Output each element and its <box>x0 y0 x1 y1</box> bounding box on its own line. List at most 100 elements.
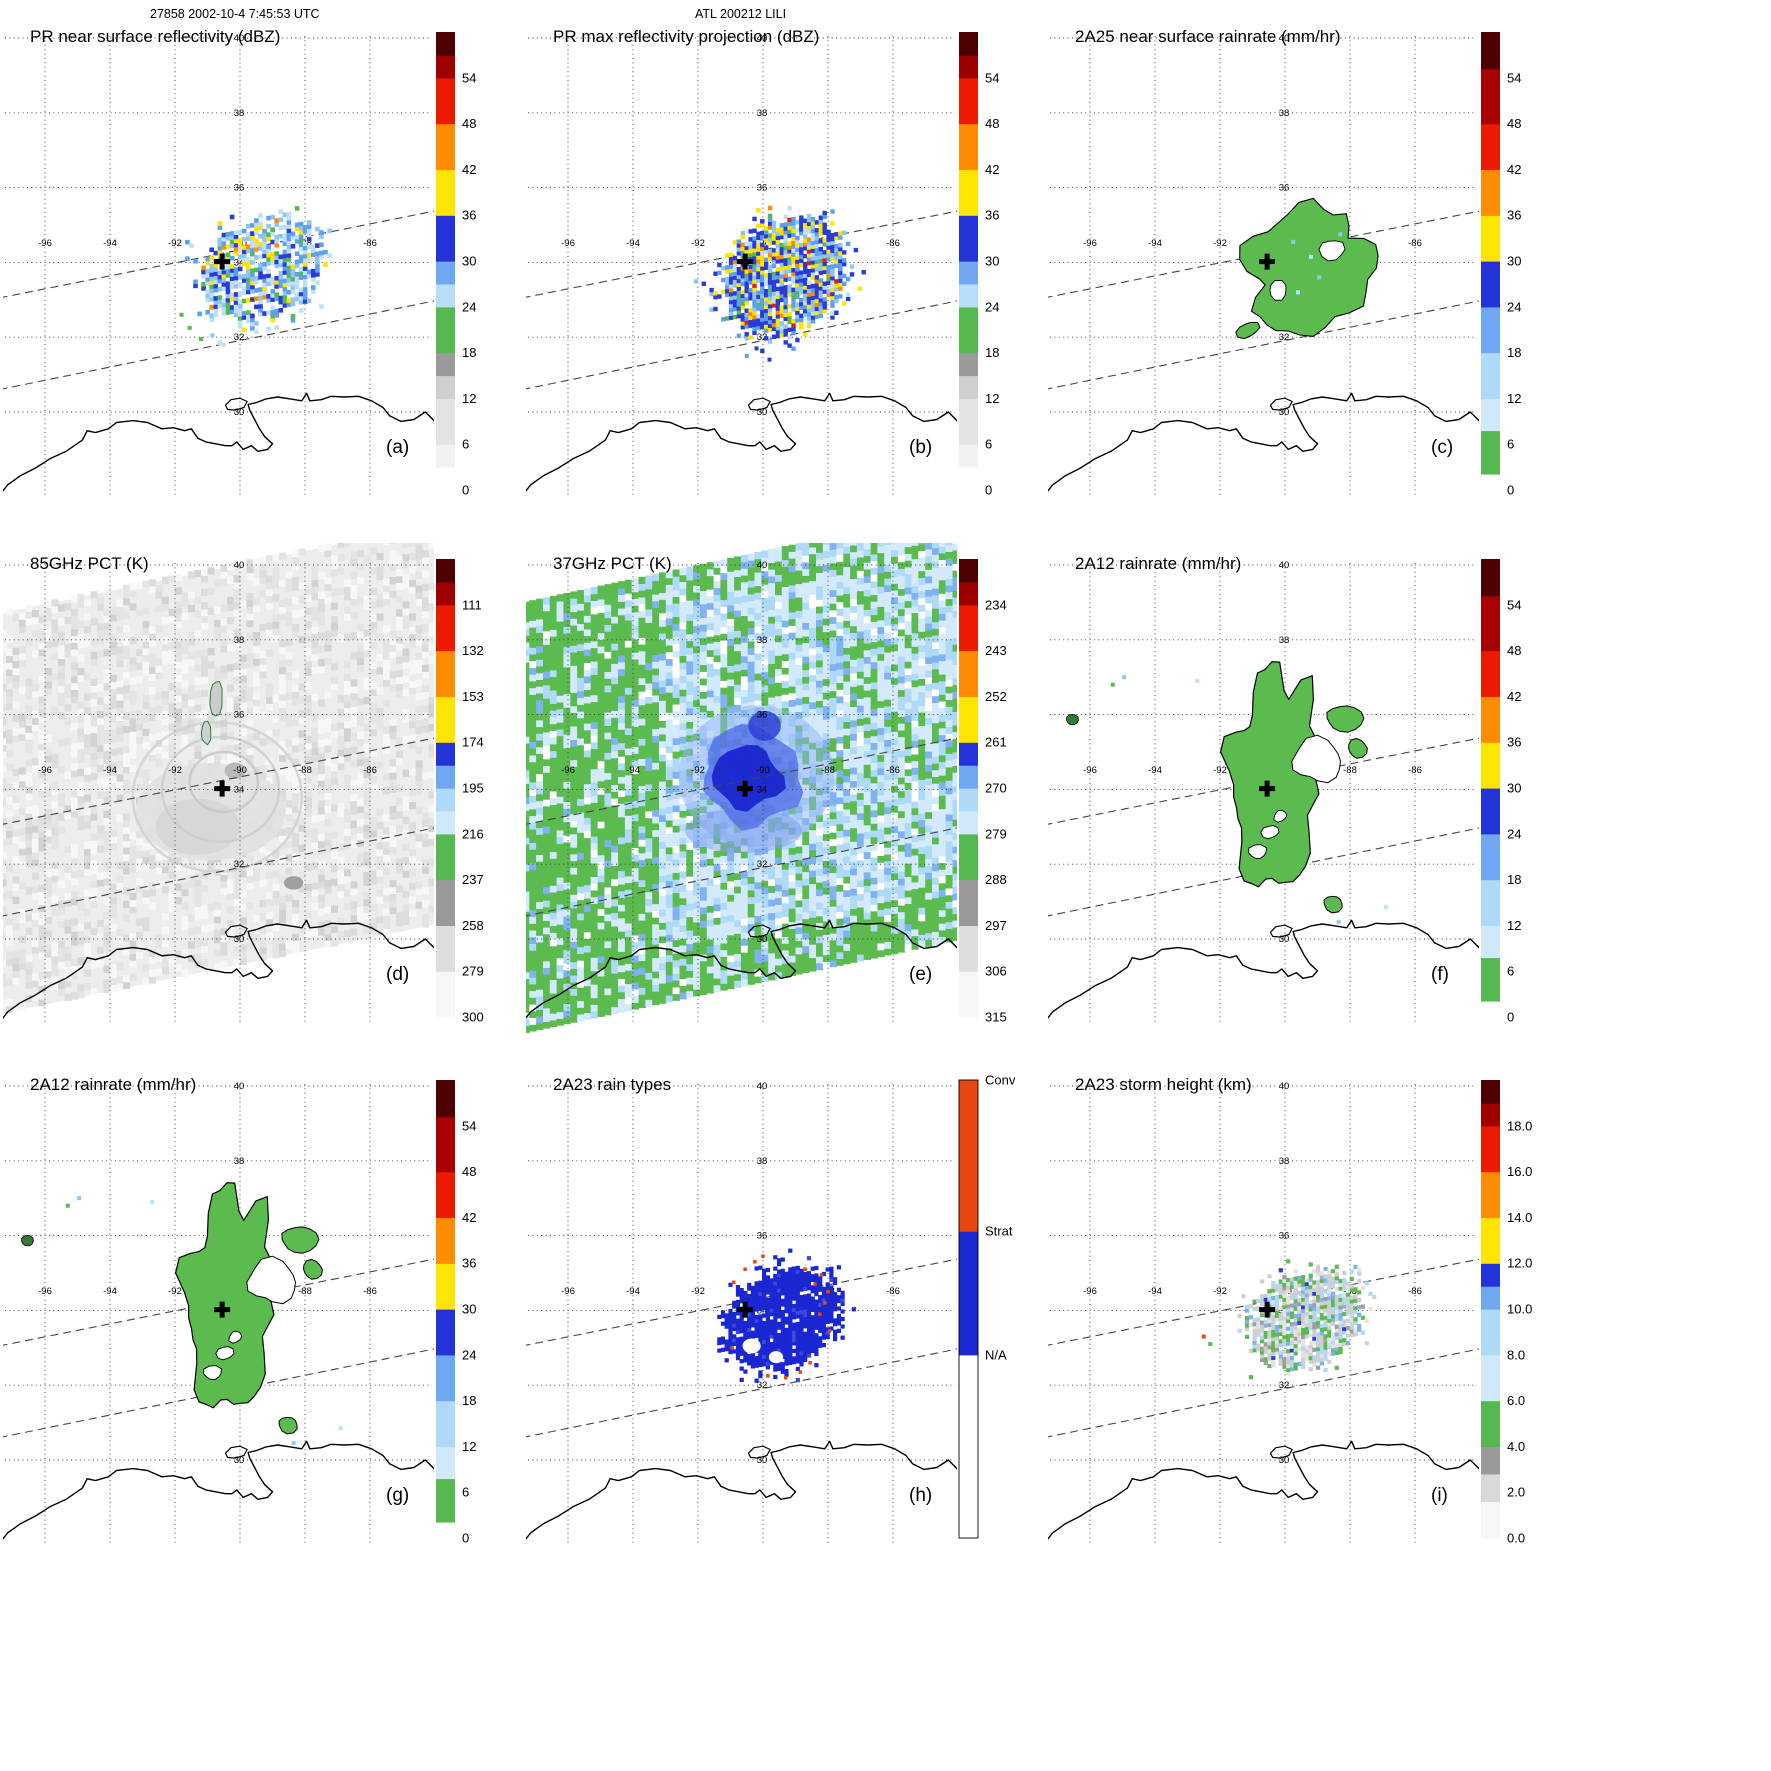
colorbar-tick-label: 6 <box>462 437 469 452</box>
map-canvas-c: -96-94-92-90-88-863032343638405448423630… <box>1048 32 1521 498</box>
storm-center-marker <box>214 780 231 797</box>
panel-e: -96 -94 -92 -90 -88 -86 30 32 34 36 38 40 234 243 252 2… <box>523 527 1046 1054</box>
lon-grid-label: -94 <box>626 1286 640 1297</box>
panel-title: PR near surface reflectivity (dBZ) <box>30 27 281 46</box>
colorbar-tick-label: 6.0 <box>1507 1393 1525 1408</box>
map-canvas-e: -96 -94 -92 -90 -88 -863032343638402342432522… <box>526 543 1007 1033</box>
lat-grid-label: 40 <box>234 33 245 44</box>
panel-i: -96-94-92-90-88-8630323436384018.016.014… <box>1045 1048 1568 1575</box>
storm-center-marker <box>737 780 754 797</box>
colorbar-tick-label: 195 <box>462 781 484 796</box>
colorbar-tick-label: 12 <box>985 391 999 406</box>
colorbar-tick-label: 48 <box>462 116 476 131</box>
lat-grid-label: 38 <box>234 635 245 646</box>
lat-grid-label: 40 <box>234 560 245 571</box>
colorbar-tick-label: 12.0 <box>1507 1256 1532 1271</box>
map-canvas-i: -96-94-92-90-88-8630323436384018.016.014… <box>1048 1080 1532 1546</box>
panel-letter: (i) <box>1431 1485 1448 1506</box>
lon-grid-label: -86 <box>363 765 377 776</box>
colorbar-tick-label: 2.0 <box>1507 1485 1525 1500</box>
colorbar-tick-label: 42 <box>462 162 476 177</box>
panel-title: PR max reflectivity projection (dBZ) <box>553 27 820 46</box>
storm-center-marker <box>214 1301 231 1318</box>
coastline <box>526 1440 957 1540</box>
colorbar-tick-label: 12 <box>462 391 476 406</box>
lon-grid-label: -94 <box>103 1286 117 1297</box>
colorbar-tick-label: 258 <box>462 918 484 933</box>
lat-grid-label: 32 <box>234 332 245 343</box>
storm-center-marker <box>1259 780 1276 797</box>
colorbar-tick-label: 0 <box>1507 1010 1514 1025</box>
map-canvas-h: -96-94-92-90-88-86303234363840ConvStratN… <box>526 1073 1016 1545</box>
lon-grid-label: -92 <box>691 1286 705 1297</box>
colorbar-tick-label: 6 <box>462 1485 469 1500</box>
colorbar-tick-label: 42 <box>462 1210 476 1225</box>
lat-grid-label: 30 <box>234 934 245 945</box>
lat-grid-label: 32 <box>757 332 768 343</box>
coastline <box>526 392 957 492</box>
colorbar-tick-label: 48 <box>1507 643 1521 658</box>
colorbar-tick-label: 174 <box>462 735 484 750</box>
colorbar-tick-label: 243 <box>985 643 1007 658</box>
colorbar-tick-label: 0 <box>1507 483 1514 498</box>
colorbar-tick-label: 14.0 <box>1507 1210 1532 1225</box>
panel-letter: (d) <box>386 964 410 985</box>
colorbar-tick-label: 36 <box>1507 208 1521 223</box>
lat-grid-label: 32 <box>1279 1380 1290 1391</box>
colorbar-tick-label: 24 <box>985 299 999 314</box>
colorbar-tick-label: 12 <box>462 1439 476 1454</box>
panel-d: -96 -94 -92 -90 -88 -86 30 32 34 36 38 40 111 132 153 1… <box>0 527 523 1054</box>
map-canvas-g: -96-94-92-90-88-863032343638405448423630… <box>3 1080 476 1546</box>
lon-grid-label: -96 <box>38 238 52 249</box>
colorbar-tick-label: 6 <box>1507 437 1514 452</box>
lat-grid-label: 36 <box>234 183 245 194</box>
lon-grid-label: -92 <box>1213 238 1227 249</box>
lon-grid-label: -96 <box>561 238 575 249</box>
colorbar-tick-label: N/A <box>985 1347 1007 1362</box>
orbit-timestamp: 27858 2002-10-4 7:45:53 UTC <box>150 7 320 21</box>
lon-grid-label: -86 <box>1408 765 1422 776</box>
colorbar-tick-label: 300 <box>462 1010 484 1025</box>
lat-grid-label: 38 <box>1279 108 1290 119</box>
coastline <box>3 392 434 492</box>
lat-grid-label: 38 <box>1279 635 1290 646</box>
data-field <box>1235 197 1379 340</box>
data-field <box>3 543 434 1014</box>
lon-grid-label: -86 <box>1408 238 1422 249</box>
colorbar: 234 243 252 261 270 279 288 297 306 315 <box>959 559 1007 1025</box>
colorbar-tick-label: 306 <box>985 964 1007 979</box>
lon-grid-label: -94 <box>1148 238 1162 249</box>
lat-grid-label: 34 <box>757 784 768 795</box>
colorbar-tick-label: 18.0 <box>1507 1118 1532 1133</box>
lat-grid-label: 32 <box>757 1380 768 1391</box>
lat-grid-label: 30 <box>757 407 768 418</box>
colorbar-tick-label: 4.0 <box>1507 1439 1525 1454</box>
colorbar-tick-label: 216 <box>462 826 484 841</box>
lon-grid-label: -90 <box>756 765 770 776</box>
data-field <box>21 1182 343 1446</box>
lon-grid-label: -92 <box>168 1286 182 1297</box>
lat-grid-label: 38 <box>234 1156 245 1167</box>
panel-title: 2A23 rain types <box>553 1075 672 1094</box>
lat-grid-label: 40 <box>1279 560 1290 571</box>
colorbar: Conv Strat N/A <box>958 1073 1016 1539</box>
colorbar-tick-label: 30 <box>462 254 476 269</box>
data-field <box>1201 1259 1377 1380</box>
lon-grid-label: -96 <box>38 1286 52 1297</box>
lat-grid-label: 36 <box>757 710 768 721</box>
colorbar-tick-label: 16.0 <box>1507 1164 1532 1179</box>
lat-grid-label: 30 <box>1279 934 1290 945</box>
colorbar-tick-label: 261 <box>985 735 1007 750</box>
panel-title: 85GHz PCT (K) <box>30 554 149 573</box>
colorbar-tick-label: 18 <box>462 1393 476 1408</box>
storm-id-title: ATL 200212 LILI <box>695 7 787 21</box>
colorbar-tick-label: 30 <box>462 1302 476 1317</box>
colorbar-tick-label: 0 <box>985 483 992 498</box>
lat-grid-label: 32 <box>1279 332 1290 343</box>
lat-grid-label: 30 <box>234 407 245 418</box>
colorbar-tick-label: 30 <box>1507 254 1521 269</box>
lat-grid-label: 40 <box>1279 33 1290 44</box>
lon-grid-label: -90 <box>233 765 247 776</box>
